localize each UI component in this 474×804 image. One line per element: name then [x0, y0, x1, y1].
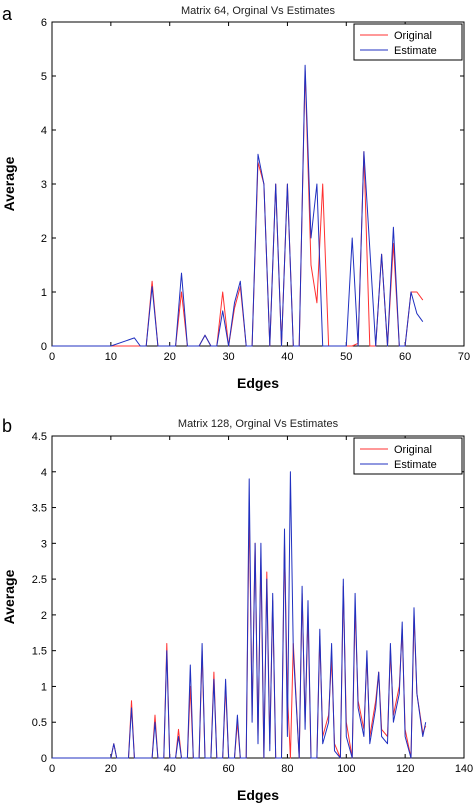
y-tick-label: 0 [41, 341, 47, 353]
x-tick-label: 70 [458, 351, 470, 363]
x-tick-label: 80 [281, 763, 293, 775]
x-axis-label: Edges [237, 375, 279, 391]
x-tick-label: 120 [396, 763, 414, 775]
x-tick-label: 30 [222, 351, 234, 363]
y-tick-label: 1 [41, 287, 47, 299]
x-tick-label: 0 [49, 351, 55, 363]
y-tick-label: 3.5 [32, 503, 47, 515]
x-tick-label: 0 [49, 763, 55, 775]
x-tick-label: 20 [164, 351, 176, 363]
legend-box [353, 437, 463, 475]
legend-label-original: Original [394, 444, 432, 456]
y-tick-label: 1 [41, 681, 47, 693]
chart-title: Matrix 64, Orginal Vs Estimates [181, 5, 336, 17]
y-tick-label: 1.5 [32, 646, 47, 658]
plot-area-frame [51, 21, 465, 347]
y-tick-label: 4 [41, 125, 47, 137]
legend-box [353, 23, 463, 61]
legend-label-estimate: Estimate [394, 45, 437, 57]
x-tick-label: 20 [105, 763, 117, 775]
series-line-estimate [52, 64, 424, 347]
series-line-estimate [52, 471, 427, 759]
x-tick-label: 140 [455, 763, 473, 775]
y-tick-label: 2.5 [32, 574, 47, 586]
y-tick-label: 2 [41, 233, 47, 245]
y-tick-label: 4.5 [32, 431, 47, 443]
legend-label-original: Original [394, 30, 432, 42]
panel-letter: b [2, 416, 12, 436]
x-tick-label: 40 [281, 351, 293, 363]
y-tick-label: 3 [41, 538, 47, 550]
series-line-original [52, 507, 427, 759]
panel-letter: a [2, 4, 13, 24]
plot-area-frame [51, 435, 465, 759]
legend: Original Estimate [353, 23, 463, 61]
x-tick-label: 50 [340, 351, 352, 363]
x-tick-label: 60 [222, 763, 234, 775]
y-tick-label: 6 [41, 17, 47, 29]
x-axis-label: Edges [237, 787, 279, 803]
y-axis-label: Average [1, 569, 17, 624]
x-tick-label: 10 [105, 351, 117, 363]
y-axis-label: Average [1, 156, 17, 211]
x-tick-label: 40 [164, 763, 176, 775]
y-tick-label: 5 [41, 71, 47, 83]
x-tick-label: 100 [337, 763, 355, 775]
y-tick-label: 3 [41, 179, 47, 191]
x-tick-label: 60 [399, 351, 411, 363]
legend-label-estimate: Estimate [394, 459, 437, 471]
y-tick-label: 0.5 [32, 717, 47, 729]
legend: Original Estimate [353, 437, 463, 475]
chart-title: Matrix 128, Orginal Vs Estimates [178, 418, 339, 430]
y-tick-label: 0 [41, 753, 47, 765]
y-tick-label: 2 [41, 610, 47, 622]
y-tick-label: 4 [41, 467, 47, 479]
